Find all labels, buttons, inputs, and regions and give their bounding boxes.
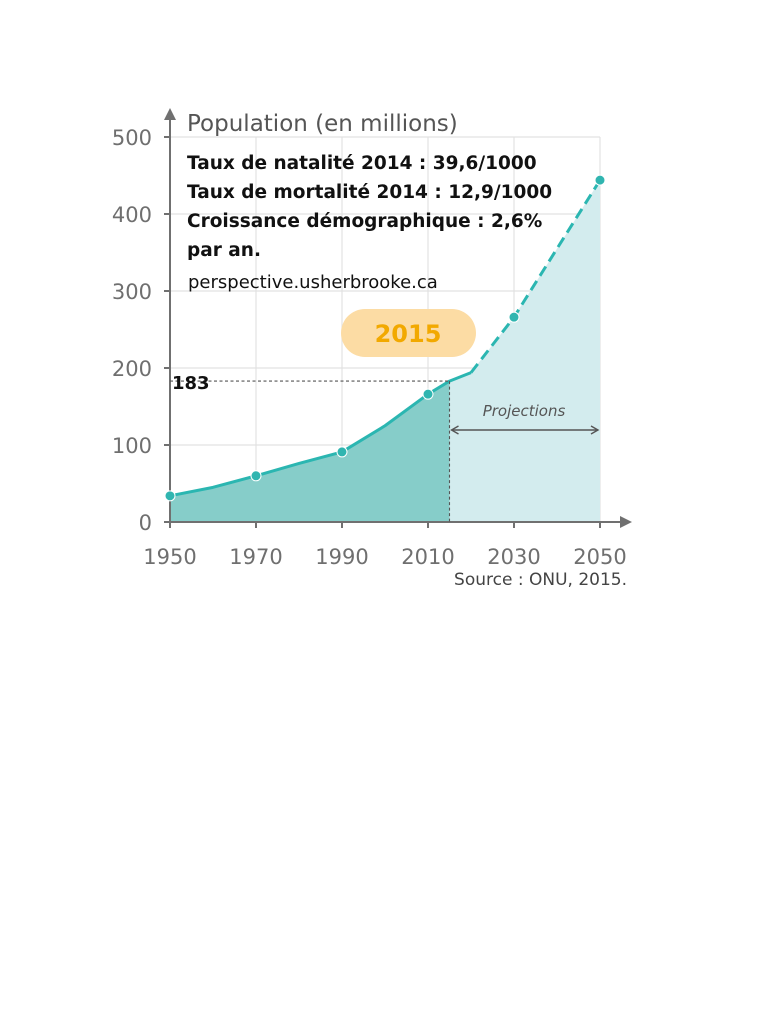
website-credit: perspective.usherbrooke.ca <box>188 272 438 293</box>
projection-arrow-left-head <box>450 425 459 435</box>
y-tick-label-100: 100 <box>112 434 152 458</box>
data-point-1950 <box>164 490 176 502</box>
x-tick-label-2050: 2050 <box>573 545 626 569</box>
y-tick-label-300: 300 <box>112 280 152 304</box>
data-markers <box>164 174 606 502</box>
birth-rate-annotation: Taux de natalité 2014 : 39,6/1000 <box>187 153 537 174</box>
year-badge: 2015 <box>341 309 476 357</box>
projection-area <box>170 180 600 522</box>
population-chart: 0 100 200 300 400 500 1950 1970 1990 2010 2030 2050… <box>112 108 632 590</box>
projection-label: Projections <box>483 402 566 420</box>
x-tick-label-2010: 2010 <box>401 545 454 569</box>
growth-rate-annotation-cont: par an. <box>187 240 261 261</box>
x-tick-label-2030: 2030 <box>487 545 540 569</box>
x-axis-arrow <box>620 516 632 528</box>
actual-area <box>170 381 450 522</box>
axes <box>164 108 632 528</box>
population-chart-svg: 0 100 200 300 400 500 1950 1970 1990 2010 2030 2050… <box>112 108 632 590</box>
y-tick-label-500: 500 <box>112 126 152 150</box>
tick-labels: 0 100 200 300 400 500 1950 1970 1990 2010 2030 2050 <box>112 126 627 569</box>
projection-arrow-right-head <box>590 425 600 435</box>
highlight-value-label: 183 <box>172 373 210 394</box>
growth-rate-annotation: Croissance démographique : 2,6% <box>187 211 542 232</box>
x-tick-label-1950: 1950 <box>143 545 196 569</box>
highlight-value-guide <box>170 380 451 522</box>
data-point-2050 <box>594 174 606 186</box>
x-tick-label-1970: 1970 <box>229 545 282 569</box>
y-axis-arrow <box>164 108 176 120</box>
data-point-2030 <box>508 311 520 323</box>
death-rate-annotation: Taux de mortalité 2014 : 12,9/1000 <box>187 182 552 203</box>
year-badge-label: 2015 <box>375 320 442 348</box>
x-tick-label-1990: 1990 <box>315 545 368 569</box>
y-tick-label-0: 0 <box>139 511 152 535</box>
projection-indicator <box>450 425 600 435</box>
y-tick-label-200: 200 <box>112 357 152 381</box>
data-point-1970 <box>250 470 262 482</box>
data-point-1990 <box>336 446 348 458</box>
source-credit: Source : ONU, 2015. <box>454 570 627 590</box>
y-axis-title: Population (en millions) <box>187 111 458 137</box>
year-badge-background <box>341 309 476 357</box>
area-fills <box>170 180 600 522</box>
y-tick-label-400: 400 <box>112 203 152 227</box>
data-point-2010 <box>422 388 434 400</box>
